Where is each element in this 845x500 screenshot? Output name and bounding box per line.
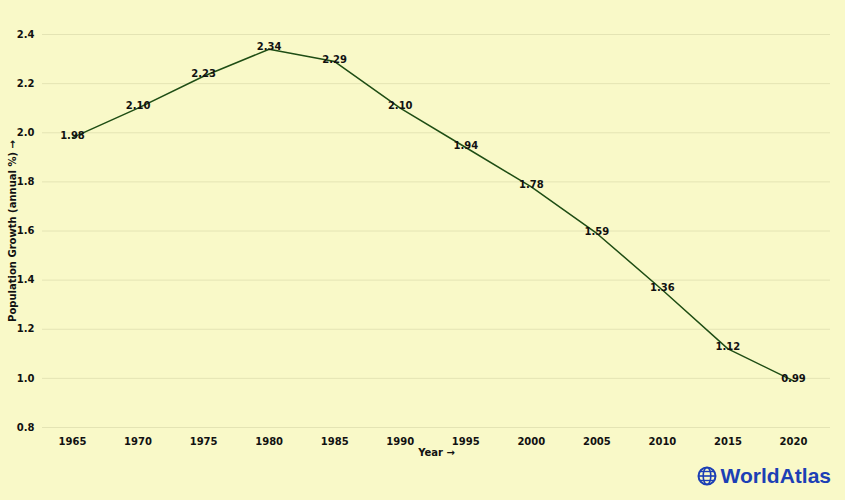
svg-text:1985: 1985	[321, 436, 349, 447]
svg-text:2.0: 2.0	[17, 127, 35, 138]
svg-text:1980: 1980	[255, 436, 283, 447]
svg-text:1.59: 1.59	[585, 226, 610, 237]
svg-text:1.78: 1.78	[519, 179, 544, 190]
svg-text:1.94: 1.94	[453, 140, 478, 151]
svg-text:1975: 1975	[190, 436, 218, 447]
svg-text:2005: 2005	[583, 436, 611, 447]
svg-text:1995: 1995	[452, 436, 480, 447]
svg-text:2.4: 2.4	[17, 29, 35, 40]
svg-text:2.23: 2.23	[191, 68, 216, 79]
svg-text:1.36: 1.36	[650, 282, 675, 293]
svg-text:1.0: 1.0	[17, 373, 35, 384]
svg-text:Population Growth (annual %) →: Population Growth (annual %) →	[7, 140, 18, 322]
svg-text:2015: 2015	[714, 436, 742, 447]
svg-text:1.8: 1.8	[17, 176, 35, 187]
svg-text:2000: 2000	[517, 436, 545, 447]
svg-text:2.29: 2.29	[322, 54, 347, 65]
svg-text:1.4: 1.4	[17, 274, 35, 285]
svg-text:1.98: 1.98	[60, 130, 85, 141]
svg-text:1.12: 1.12	[716, 341, 741, 352]
svg-text:1.6: 1.6	[17, 225, 35, 236]
svg-text:0.99: 0.99	[781, 373, 806, 384]
svg-text:2.10: 2.10	[126, 100, 151, 111]
svg-text:1990: 1990	[386, 436, 414, 447]
svg-text:2.34: 2.34	[257, 41, 282, 52]
svg-text:0.8: 0.8	[17, 422, 35, 433]
svg-text:2.10: 2.10	[388, 100, 413, 111]
svg-text:2.2: 2.2	[17, 78, 35, 89]
svg-text:1970: 1970	[124, 436, 152, 447]
svg-text:1965: 1965	[59, 436, 87, 447]
html-text:WorldAtlas: WorldAtlas	[720, 464, 831, 487]
svg-text:Year →: Year →	[417, 447, 455, 458]
svg-text:2020: 2020	[780, 436, 808, 447]
svg-text:2010: 2010	[648, 436, 676, 447]
svg-text:1.2: 1.2	[17, 323, 35, 334]
